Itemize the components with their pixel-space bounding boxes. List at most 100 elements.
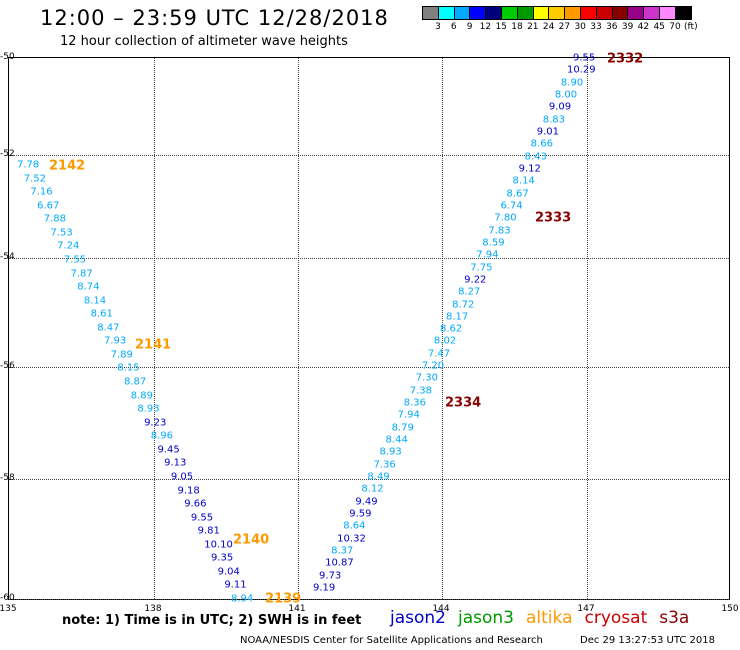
footnote: note: 1) Time is in UTC; 2) SWH is in fe… bbox=[62, 613, 362, 628]
wave-height-west-track: 8.74 bbox=[77, 281, 100, 293]
wave-height-east-track: 10.29 bbox=[566, 64, 596, 76]
legend-label: 42 bbox=[637, 22, 650, 32]
wave-height-east-track: 7.80 bbox=[494, 212, 517, 224]
wave-height-west-track: 7.89 bbox=[110, 349, 133, 361]
y-tick-label: -54 bbox=[0, 252, 15, 262]
wave-height-west-track: 7.93 bbox=[103, 335, 127, 347]
wave-height-west-track: 9.55 bbox=[190, 512, 214, 524]
wave-height-west-track: 9.66 bbox=[184, 498, 207, 510]
wave-height-east-track: 7.83 bbox=[488, 225, 511, 237]
wave-height-east-track: 7.30 bbox=[415, 372, 439, 384]
wave-height-east-track: 9.12 bbox=[518, 163, 541, 175]
wave-height-east-track: 8.44 bbox=[385, 434, 408, 446]
x-tick-label: 150 bbox=[721, 604, 739, 614]
legend-swatch bbox=[579, 6, 597, 20]
map-title: 12:00 – 23:59 UTC 12/28/2018 bbox=[40, 6, 389, 30]
wave-height-east-track: 8.64 bbox=[343, 520, 366, 532]
wave-height-east-track: 9.59 bbox=[349, 508, 372, 520]
legend-swatch bbox=[500, 6, 518, 20]
legend-label: 36 bbox=[606, 22, 618, 32]
wave-height-east-track: 7.20 bbox=[421, 360, 445, 372]
wave-height-west-track: 8.96 bbox=[150, 430, 174, 442]
wave-height-west-track: 9.05 bbox=[170, 471, 194, 483]
wave-height-east-track: 8.14 bbox=[512, 175, 535, 187]
wave-height-east-track: 6.74 bbox=[500, 200, 523, 212]
legend-swatch bbox=[437, 6, 455, 20]
wave-height-east-track: 8.59 bbox=[482, 237, 505, 249]
wave-height-west-track: 9.18 bbox=[177, 485, 200, 496]
pass-label-2142: 2142 bbox=[49, 158, 86, 174]
wave-height-east-track: 8.79 bbox=[391, 422, 414, 434]
legend-swatch bbox=[485, 6, 502, 20]
legend-label: 33 bbox=[590, 22, 602, 32]
legend-swatch bbox=[611, 6, 629, 20]
map-subtitle: 12 hour collection of altimeter wave hei… bbox=[60, 34, 348, 49]
wave-height-west-track: 9.04 bbox=[217, 566, 240, 578]
legend-label: 27 bbox=[558, 22, 571, 32]
grid-line-147 bbox=[587, 58, 588, 599]
wave-height-west-track: 9.23 bbox=[144, 417, 167, 429]
legend-label: 30 bbox=[574, 22, 586, 32]
wave-height-east-track: 9.49 bbox=[355, 496, 378, 508]
wave-height-east-track: 8.27 bbox=[458, 286, 481, 298]
satellite-name-jason2: jason2 bbox=[390, 608, 446, 628]
wave-height-west-track: 7.88 bbox=[43, 213, 67, 225]
wave-height-east-track: 9.73 bbox=[319, 570, 342, 582]
wave-height-west-track: 9.35 bbox=[210, 552, 234, 564]
wave-height-west-track: 7.53 bbox=[50, 227, 73, 239]
legend-swatch bbox=[564, 6, 581, 20]
wave-height-west-track: 7.52 bbox=[23, 173, 46, 185]
y-tick-label: -50 bbox=[0, 52, 15, 62]
wave-height-west-track: 8.94 bbox=[231, 593, 254, 605]
color-legend-labels: 3 6 9 12 15 18 21 24 27 30 33 36 39 42 45 70 (ft) bbox=[422, 22, 740, 34]
y-tick-label: -60 bbox=[0, 593, 15, 603]
wave-height-east-track: 8.49 bbox=[367, 471, 390, 483]
grid-line-141 bbox=[298, 58, 299, 599]
legend-label: 6 bbox=[450, 22, 457, 32]
wave-height-west-track: 7.24 bbox=[57, 240, 80, 252]
grid-line-54s bbox=[9, 258, 729, 259]
wave-height-west-track: 8.14 bbox=[83, 295, 107, 307]
grid-line-58s bbox=[9, 479, 729, 480]
wave-height-east-track: 10.87 bbox=[325, 557, 354, 569]
wave-height-west-track: 7.78 bbox=[17, 159, 40, 171]
grid-line-52s bbox=[9, 155, 729, 156]
x-tick-label: 141 bbox=[288, 604, 306, 614]
satellite-name-s3a: s3a bbox=[659, 608, 690, 628]
wave-height-east-track: 8.93 bbox=[379, 446, 402, 458]
wave-height-west-track: 8.47 bbox=[97, 322, 120, 334]
pass-label-2140: 2140 bbox=[233, 532, 270, 548]
wave-height-east-track: 8.43 bbox=[524, 151, 547, 163]
wave-height-east-track: 8.02 bbox=[433, 335, 457, 347]
wave-height-west-track: 9.81 bbox=[197, 525, 220, 537]
wave-height-east-track: 8.90 bbox=[560, 77, 584, 89]
map-plot-area: 2142 2141 2140 2139 2332 2333 2334 7.78 7… bbox=[8, 52, 730, 607]
legend-label: 15 bbox=[495, 22, 507, 32]
wave-height-east-track: 8.36 bbox=[403, 397, 426, 409]
legend-label: 24 bbox=[542, 22, 555, 32]
wave-height-east-track: 8.12 bbox=[361, 483, 384, 495]
x-tick-label: 135 bbox=[0, 604, 17, 614]
satellite-name-jason3: jason3 bbox=[458, 608, 514, 628]
wave-height-west-track: 8.15 bbox=[117, 362, 140, 374]
wave-height-west-track: 8.87 bbox=[124, 376, 147, 388]
legend-label: 45 bbox=[653, 22, 665, 32]
legend-swatch bbox=[422, 6, 439, 20]
satellite-name-altika: altika bbox=[526, 608, 573, 628]
legend-swatch bbox=[532, 6, 550, 20]
wave-height-east-track: 8.62 bbox=[439, 323, 463, 335]
wave-height-east-track: 9.55 bbox=[573, 52, 596, 64]
pass-label-2332: 2332 bbox=[607, 51, 644, 67]
wave-height-east-track: 8.66 bbox=[530, 138, 553, 150]
y-tick-label: -52 bbox=[0, 149, 15, 159]
legend-label: 3 bbox=[435, 22, 441, 32]
grid-line-138 bbox=[154, 58, 155, 599]
legend-label: 39 bbox=[621, 22, 634, 32]
y-tick-label: -56 bbox=[0, 361, 15, 371]
legend-swatch bbox=[548, 6, 566, 20]
satellite-name-cryosat: cryosat bbox=[584, 608, 648, 628]
wave-height-west-track: 7.87 bbox=[70, 268, 93, 279]
wave-height-east-track: 8.72 bbox=[452, 299, 475, 310]
pass-label-2333: 2333 bbox=[535, 210, 572, 226]
x-tick-label: 138 bbox=[144, 604, 162, 614]
